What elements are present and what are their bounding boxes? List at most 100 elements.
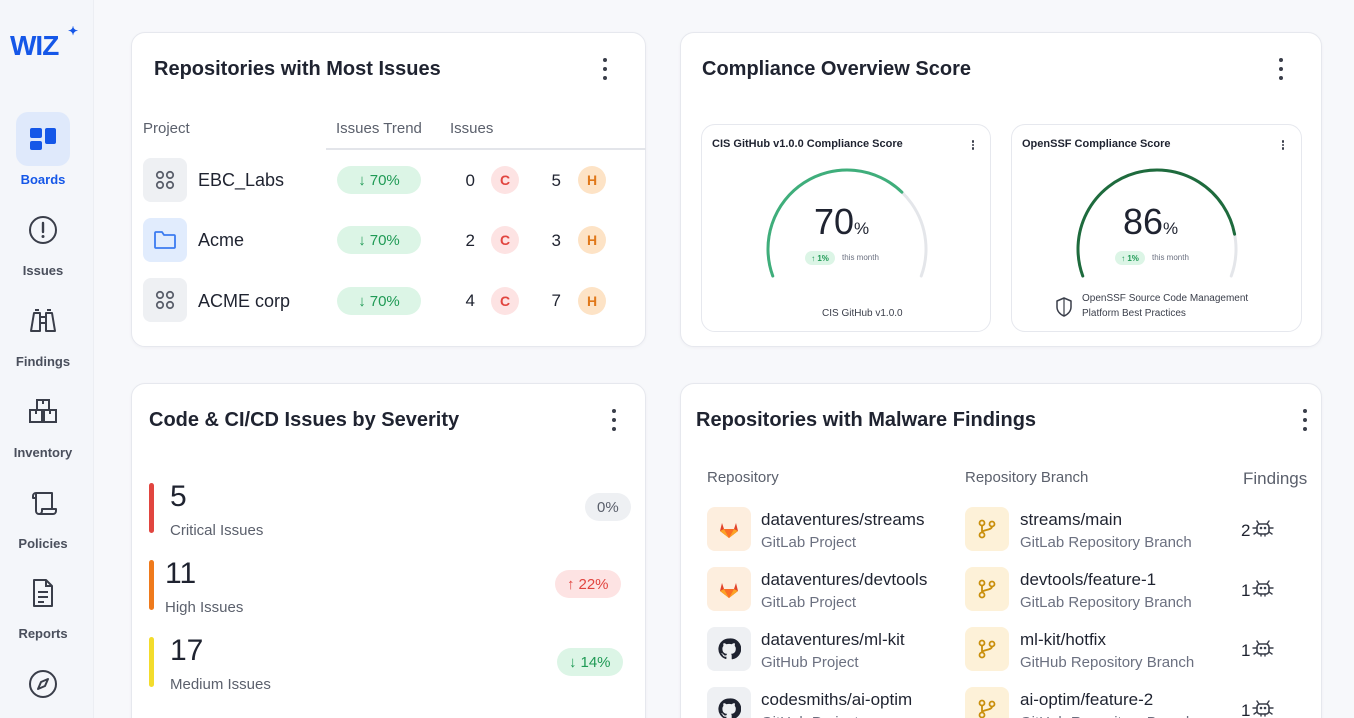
repository-type: GitHub Project	[761, 714, 859, 718]
findings-count[interactable]: 1	[1241, 639, 1275, 662]
repository-name[interactable]: dataventures/ml-kit	[761, 630, 905, 649]
project-name[interactable]: Acme	[198, 230, 245, 250]
severity-bar	[149, 637, 154, 687]
cis-github-score-card[interactable]: CIS GitHub v1.0.0 Compliance Score 70% ↑…	[701, 124, 991, 332]
nav-item-boards[interactable]: Boards	[0, 112, 86, 187]
nav-label: Reports	[18, 626, 68, 641]
change-value: 0%	[597, 498, 619, 516]
findings-count[interactable]: 1	[1241, 699, 1275, 718]
more-options-icon[interactable]	[1271, 57, 1291, 81]
branch-type: GitHub Repository Branch	[1020, 714, 1194, 718]
more-options-icon[interactable]	[1295, 408, 1315, 432]
repository-name[interactable]: dataventures/devtools	[761, 570, 928, 589]
column-header-findings[interactable]: Findings	[1243, 469, 1308, 488]
card-title: Repositories with Most Issues	[154, 58, 441, 80]
framework-name-line-2: Platform Best Practices	[1082, 308, 1186, 319]
repository-name[interactable]: codesmiths/ai-optim	[761, 690, 913, 709]
wiz-logo[interactable]: WIZ ✦	[10, 24, 78, 62]
trend-value: 70%	[369, 292, 400, 310]
openssf-score-card[interactable]: OpenSSF Compliance Score 86% ↑ 1% this m…	[1011, 124, 1302, 332]
nav-label: Findings	[15, 354, 71, 369]
change-pill: ↓ 14%	[557, 648, 623, 676]
repos-most-issues-card: Repositories with Most Issues Project Is…	[131, 32, 646, 347]
repository-type: GitLab Project	[761, 594, 857, 611]
boards-icon	[16, 112, 70, 166]
nav-item-inventory[interactable]: Inventory	[0, 385, 86, 460]
gauge-fill	[1076, 168, 1237, 278]
branch-type: GitLab Repository Branch	[1020, 594, 1192, 611]
findings-value: 1	[1241, 640, 1251, 660]
column-header-trend[interactable]: Issues Trend	[336, 120, 422, 137]
project-name[interactable]: ACME corp	[198, 291, 291, 311]
severity-label: Critical Issues	[170, 522, 264, 539]
repository-name[interactable]: dataventures/streams	[761, 510, 925, 529]
nav-item-findings[interactable]: Findings	[0, 294, 86, 369]
branch-name[interactable]: ai-optim/feature-2	[1020, 690, 1154, 709]
branch-type: GitHub Repository Branch	[1020, 654, 1195, 671]
more-options-icon[interactable]	[968, 139, 978, 151]
trend-value: 70%	[369, 231, 400, 249]
trend-value: 70%	[369, 171, 400, 189]
findings-value: 2	[1241, 520, 1251, 540]
findings-value: 1	[1241, 700, 1251, 718]
repository-type: GitLab Project	[761, 534, 857, 551]
critical-count: 0	[465, 171, 475, 190]
delta-pill: ↑ 1%	[805, 251, 835, 265]
score-value: 70%	[814, 201, 869, 243]
trend-pill: ↓ 70%	[337, 166, 421, 194]
findings-count[interactable]: 1	[1241, 579, 1275, 602]
high-badge: H	[578, 287, 606, 315]
trend-pill: ↓ 70%	[337, 226, 421, 254]
gitlab-icon	[707, 507, 751, 551]
delta-text: this month	[842, 253, 879, 262]
column-header-repository[interactable]: Repository	[707, 469, 779, 486]
score-unit: %	[1163, 219, 1179, 238]
critical-count: 2	[465, 231, 475, 250]
score-number: 70	[814, 201, 855, 242]
inventory-icon	[16, 385, 70, 439]
branch-name[interactable]: devtools/feature-1	[1020, 570, 1157, 589]
arrow-up-icon: ↑	[567, 575, 575, 593]
column-header-project[interactable]: Project	[143, 120, 190, 137]
binoculars-icon	[16, 294, 70, 348]
change-value: 22%	[578, 575, 609, 593]
column-header-branch[interactable]: Repository Branch	[965, 469, 1089, 486]
nav-item-issues[interactable]: Issues	[0, 203, 86, 278]
high-count: 3	[551, 231, 561, 250]
more-options-icon[interactable]	[595, 57, 615, 81]
nav-item-reports[interactable]: Reports	[0, 566, 86, 641]
arrow-down-icon: ↓	[358, 292, 366, 310]
github-icon	[707, 627, 751, 671]
column-header-issues[interactable]: Issues	[450, 120, 494, 137]
gitlab-icon	[707, 567, 751, 611]
nav-label: Issues	[22, 263, 64, 278]
change-value: 14%	[580, 653, 611, 671]
trend-pill: ↓ 70%	[337, 287, 421, 315]
critical-badge: C	[491, 287, 519, 315]
gauge-chart	[1076, 168, 1238, 278]
severity-label: Medium Issues	[170, 676, 271, 693]
more-options-icon[interactable]	[1278, 139, 1288, 151]
nav-item-explore[interactable]	[0, 657, 86, 711]
change-pill: 0%	[585, 493, 631, 521]
branch-name[interactable]: ml-kit/hotfix	[1020, 630, 1106, 649]
compass-icon	[16, 657, 70, 711]
score-value: 86%	[1123, 201, 1178, 243]
sub-card-title: OpenSSF Compliance Score	[1022, 138, 1171, 150]
more-options-icon[interactable]	[604, 408, 624, 432]
project-name[interactable]: EBC_Labs	[198, 170, 285, 190]
report-icon	[16, 566, 70, 620]
nav-item-policies[interactable]: Policies	[0, 476, 86, 551]
delta-value: 1%	[817, 253, 829, 263]
shield-icon	[1055, 297, 1073, 322]
findings-value: 1	[1241, 580, 1251, 600]
high-badge: H	[578, 226, 606, 254]
branch-type: GitLab Repository Branch	[1020, 534, 1192, 551]
findings-count[interactable]: 2	[1241, 519, 1275, 542]
git-branch-icon	[965, 627, 1009, 671]
bug-icon	[1252, 639, 1275, 662]
grid-icon	[143, 158, 187, 202]
arrow-down-icon: ↓	[569, 653, 577, 671]
branch-name[interactable]: streams/main	[1020, 510, 1123, 529]
bug-icon	[1252, 699, 1275, 718]
